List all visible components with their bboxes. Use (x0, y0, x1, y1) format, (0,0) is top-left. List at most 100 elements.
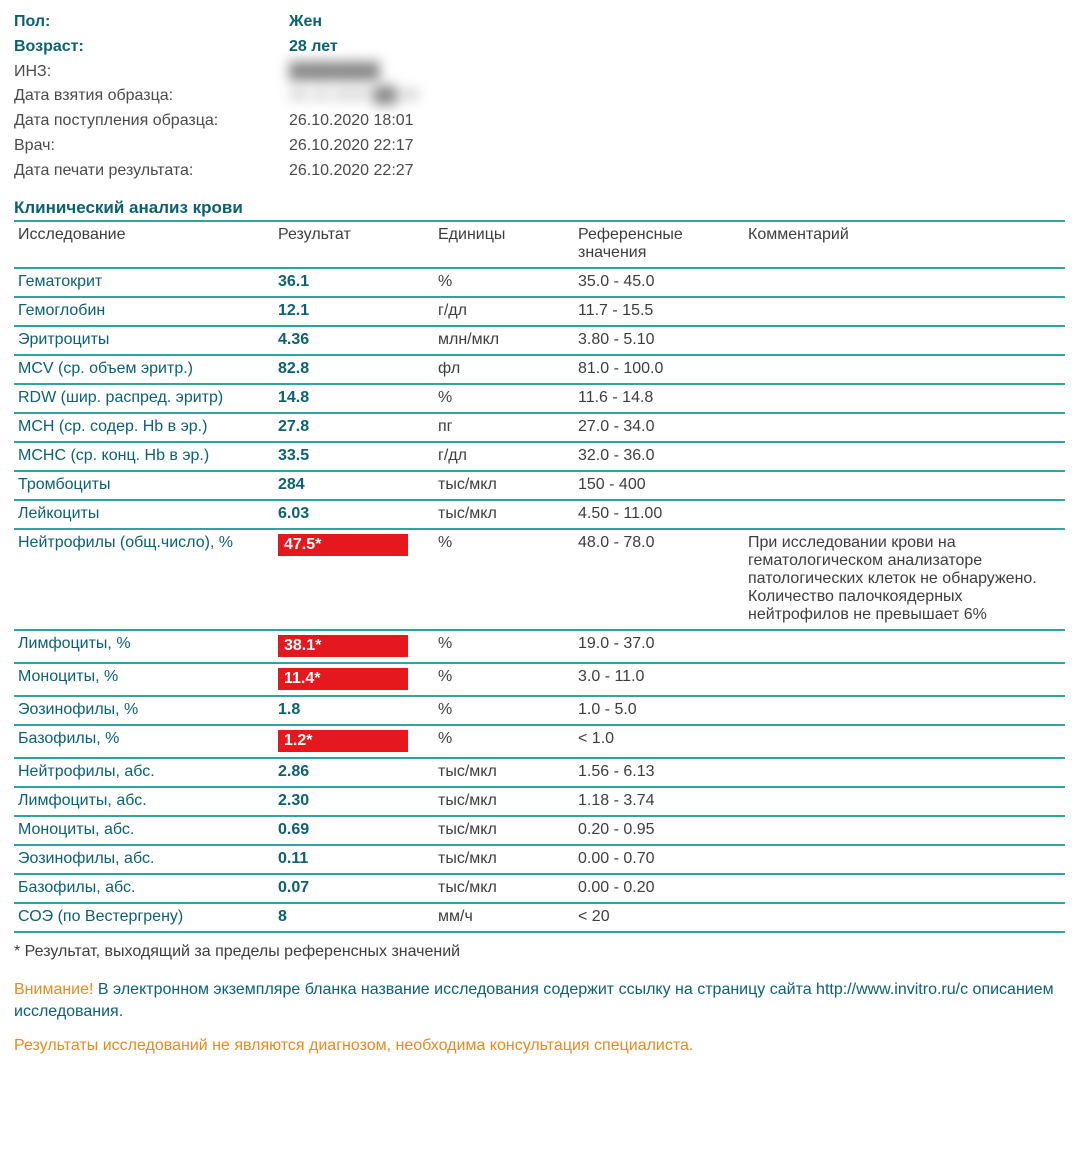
cell-test: Моноциты, абс. (14, 816, 274, 845)
th-comment: Комментарий (744, 221, 1065, 268)
cell-comment (744, 630, 1065, 663)
cell-ref: 4.50 - 11.00 (574, 500, 744, 529)
cell-result: 27.8 (274, 413, 434, 442)
table-row: Эозинофилы, абс.0.11тыс/мкл0.00 - 0.70 (14, 845, 1065, 874)
cell-ref: 27.0 - 34.0 (574, 413, 744, 442)
cell-test: СОЭ (по Вестергрену) (14, 903, 274, 932)
table-row: Базофилы, абс.0.07тыс/мкл0.00 - 0.20 (14, 874, 1065, 903)
cell-units: тыс/мкл (434, 758, 574, 787)
table-row: MCHC (ср. конц. Hb в эр.)33.5г/дл32.0 - … (14, 442, 1065, 471)
cell-result: 0.07 (274, 874, 434, 903)
cell-result: 1.8 (274, 696, 434, 725)
cell-ref: 11.6 - 14.8 (574, 384, 744, 413)
table-row: Эритроциты4.36млн/мкл3.80 - 5.10 (14, 326, 1065, 355)
cell-result: 2.30 (274, 787, 434, 816)
cell-test: Эритроциты (14, 326, 274, 355)
cell-ref: 150 - 400 (574, 471, 744, 500)
patient-meta: Пол:ЖенВозраст:28 летИНЗ:████████Дата вз… (14, 10, 1065, 184)
cell-result: 4.36 (274, 326, 434, 355)
table-row: Гемоглобин12.1г/дл11.7 - 15.5 (14, 297, 1065, 326)
meta-label: Дата поступления образца: (14, 109, 289, 134)
cell-units: г/дл (434, 442, 574, 471)
result-flag: 11.4* (278, 668, 408, 690)
result-flag: 38.1* (278, 635, 408, 657)
cell-comment (744, 268, 1065, 297)
table-row: Базофилы, %1.2*%< 1.0 (14, 725, 1065, 758)
cell-comment: При исследовании крови на гематологическ… (744, 529, 1065, 630)
cell-units: тыс/мкл (434, 845, 574, 874)
cell-ref: 11.7 - 15.5 (574, 297, 744, 326)
meta-value: 26.10.2020 22:17 (289, 134, 414, 159)
cell-units: % (434, 384, 574, 413)
result-flag: 1.2* (278, 730, 408, 752)
meta-row: Врач:26.10.2020 22:17 (14, 134, 1065, 159)
cell-test: Базофилы, % (14, 725, 274, 758)
cell-ref: 3.80 - 5.10 (574, 326, 744, 355)
cell-ref: 35.0 - 45.0 (574, 268, 744, 297)
cell-units: тыс/мкл (434, 500, 574, 529)
cell-comment (744, 758, 1065, 787)
cell-comment (744, 500, 1065, 529)
meta-value: 28 лет (289, 35, 338, 60)
cell-ref: 0.20 - 0.95 (574, 816, 744, 845)
cell-ref: 1.56 - 6.13 (574, 758, 744, 787)
cell-result: 6.03 (274, 500, 434, 529)
th-units: Единицы (434, 221, 574, 268)
meta-row: Дата поступления образца:26.10.2020 18:0… (14, 109, 1065, 134)
cell-comment (744, 471, 1065, 500)
cell-units: пг (434, 413, 574, 442)
disclaimer: Результаты исследований не являются диаг… (14, 1037, 1065, 1055)
table-row: Моноциты, абс.0.69тыс/мкл0.20 - 0.95 (14, 816, 1065, 845)
cell-units: % (434, 696, 574, 725)
cell-comment (744, 355, 1065, 384)
cell-test: MCV (ср. объем эритр.) (14, 355, 274, 384)
cell-comment (744, 787, 1065, 816)
table-row: MCH (ср. содер. Hb в эр.)27.8пг27.0 - 34… (14, 413, 1065, 442)
table-row: Лимфоциты, %38.1*%19.0 - 37.0 (14, 630, 1065, 663)
cell-comment (744, 413, 1065, 442)
cell-test: Эозинофилы, абс. (14, 845, 274, 874)
cell-units: % (434, 663, 574, 696)
cell-comment (744, 845, 1065, 874)
th-result: Результат (274, 221, 434, 268)
footnote: * Результат, выходящий за пределы рефере… (14, 943, 1065, 961)
meta-label: Врач: (14, 134, 289, 159)
table-row: Гематокрит36.1%35.0 - 45.0 (14, 268, 1065, 297)
cell-ref: < 1.0 (574, 725, 744, 758)
cell-test: Гемоглобин (14, 297, 274, 326)
meta-row: Дата взятия образца:26.10.2020 ██:09 (14, 84, 1065, 109)
meta-value: 26.10.2020 ██:09 (289, 84, 418, 109)
cell-test: RDW (шир. распред. эритр) (14, 384, 274, 413)
cell-units: тыс/мкл (434, 816, 574, 845)
cell-units: млн/мкл (434, 326, 574, 355)
meta-label: Дата печати результата: (14, 159, 289, 184)
cell-comment (744, 297, 1065, 326)
meta-value: 26.10.2020 18:01 (289, 109, 414, 134)
cell-ref: < 20 (574, 903, 744, 932)
meta-row: Возраст:28 лет (14, 35, 1065, 60)
cell-comment (744, 442, 1065, 471)
cell-ref: 32.0 - 36.0 (574, 442, 744, 471)
table-row: Лимфоциты, абс.2.30тыс/мкл1.18 - 3.74 (14, 787, 1065, 816)
cell-result: 0.11 (274, 845, 434, 874)
meta-label: Пол: (14, 10, 289, 35)
cell-comment (744, 663, 1065, 696)
cell-result: 12.1 (274, 297, 434, 326)
cell-test: Тромбоциты (14, 471, 274, 500)
meta-value: ████████ (289, 60, 380, 85)
cell-result: 38.1* (274, 630, 434, 663)
cell-units: % (434, 725, 574, 758)
cell-units: тыс/мкл (434, 874, 574, 903)
meta-row: ИНЗ:████████ (14, 60, 1065, 85)
cell-test: Базофилы, абс. (14, 874, 274, 903)
notice: Внимание! В электронном экземпляре бланк… (14, 979, 1065, 1024)
notice-prefix: Внимание! (14, 981, 93, 998)
cell-test: Нейтрофилы, абс. (14, 758, 274, 787)
cell-units: % (434, 529, 574, 630)
cell-ref: 1.0 - 5.0 (574, 696, 744, 725)
cell-test: Моноциты, % (14, 663, 274, 696)
section-title: Клинический анализ крови (14, 198, 1065, 218)
cell-ref: 0.00 - 0.20 (574, 874, 744, 903)
cell-result: 1.2* (274, 725, 434, 758)
meta-label: Возраст: (14, 35, 289, 60)
